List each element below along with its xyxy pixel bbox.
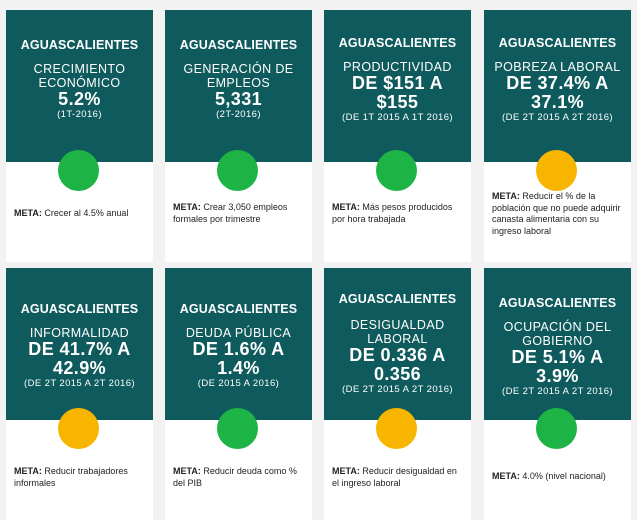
indicator-period: (De 2015 a 2016): [197, 378, 280, 389]
indicator-value: 5.2%: [58, 89, 101, 109]
indicator-card-productividad: AGUASCALIENTES PRODUCTIVIDAD DE $151 A $…: [324, 10, 471, 262]
status-green-icon: [217, 150, 258, 191]
region-name: AGUASCALIENTES: [20, 38, 139, 52]
goal-text: META: Crecer al 4.5% anual: [14, 208, 129, 218]
status-green-icon: [536, 408, 577, 449]
card-header: AGUASCALIENTES GENERACIÓN DE EMPLEOS 5,3…: [165, 10, 312, 162]
indicator-period: (1T-2016): [57, 109, 102, 120]
indicator-label: DESIGUALDAD LABORAL: [350, 318, 445, 346]
indicator-period: (De 2T 2015 a 2T 2016): [502, 386, 613, 397]
goal-text: META: Crear 3,050 empleos formales por t…: [173, 202, 288, 224]
indicator-value: DE 1.6% A 1.4%: [192, 339, 285, 378]
indicator-card-crecimiento: AGUASCALIENTES CRECIMIENTO ECONÓMICO 5.2…: [6, 10, 153, 262]
region-name: AGUASCALIENTES: [338, 36, 457, 50]
goal-text: META: Más pesos producidos por hora trab…: [332, 202, 453, 224]
goal-text: META: Reducir el % de la población que n…: [492, 191, 621, 236]
status-yellow-icon: [536, 150, 577, 191]
status-green-icon: [217, 408, 258, 449]
goal-text: META: Reducir trabajadores informales: [14, 466, 128, 488]
indicator-value: DE $151 A $155: [352, 73, 443, 112]
indicator-value: DE 0.336 A 0.356: [349, 345, 446, 384]
card-header: AGUASCALIENTES INFORMALIDAD DE 41.7% A 4…: [6, 268, 153, 420]
indicator-period: (2T-2016): [216, 109, 261, 120]
goal-text: META: 4.0% (nivel nacional): [492, 471, 606, 481]
region-name: AGUASCALIENTES: [498, 296, 617, 310]
card-header: AGUASCALIENTES DESIGUALDAD LABORAL DE 0.…: [324, 268, 471, 420]
card-header: AGUASCALIENTES POBREZA LABORAL DE 37.4% …: [484, 10, 631, 162]
indicator-label: GENERACIÓN DE EMPLEOS: [183, 62, 294, 90]
indicator-card-informalidad: AGUASCALIENTES INFORMALIDAD DE 41.7% A 4…: [6, 268, 153, 520]
indicator-card-ocupacion: AGUASCALIENTES OCUPACIÓN DEL GOBIERNO DE…: [484, 268, 631, 520]
region-name: AGUASCALIENTES: [498, 36, 617, 50]
region-name: AGUASCALIENTES: [179, 302, 298, 316]
status-yellow-icon: [376, 408, 417, 449]
indicator-card-pobreza: AGUASCALIENTES POBREZA LABORAL DE 37.4% …: [484, 10, 631, 262]
indicator-period: (De 2T 2015 a 2T 2016): [502, 112, 613, 123]
indicator-label: CRECIMIENTO ECONÓMICO: [33, 62, 126, 90]
indicator-value: DE 5.1% A 3.9%: [511, 347, 604, 386]
indicator-card-desigualdad: AGUASCALIENTES DESIGUALDAD LABORAL DE 0.…: [324, 268, 471, 520]
indicator-label: POBREZA LABORAL: [494, 60, 621, 74]
indicator-card-empleos: AGUASCALIENTES GENERACIÓN DE EMPLEOS 5,3…: [165, 10, 312, 262]
indicator-value: DE 41.7% A 42.9%: [28, 339, 131, 378]
card-header: AGUASCALIENTES DEUDA PÚBLICA DE 1.6% A 1…: [165, 268, 312, 420]
indicator-label: PRODUCTIVIDAD: [343, 60, 452, 74]
indicator-label: INFORMALIDAD: [29, 326, 130, 340]
indicator-period: (De 2T 2015 a 2T 2016): [24, 378, 135, 389]
status-green-icon: [376, 150, 417, 191]
indicator-period: (De 1T 2015 a 1T 2016): [342, 112, 453, 123]
goal-text: META: Reducir deuda como % del PIB: [173, 466, 297, 488]
indicator-card-deuda: AGUASCALIENTES DEUDA PÚBLICA DE 1.6% A 1…: [165, 268, 312, 520]
card-header: AGUASCALIENTES PRODUCTIVIDAD DE $151 A $…: [324, 10, 471, 162]
indicator-period: (De 2T 2015 a 2T 2016): [342, 384, 453, 395]
card-header: AGUASCALIENTES CRECIMIENTO ECONÓMICO 5.2…: [6, 10, 153, 162]
region-name: AGUASCALIENTES: [338, 292, 457, 306]
indicator-value: DE 37.4% A 37.1%: [506, 73, 609, 112]
indicator-label: DEUDA PÚBLICA: [185, 326, 292, 340]
status-green-icon: [58, 150, 99, 191]
region-name: AGUASCALIENTES: [179, 38, 298, 52]
goal-text: META: Reducir desigualdad en el ingreso …: [332, 466, 457, 488]
status-yellow-icon: [58, 408, 99, 449]
indicator-label: OCUPACIÓN DEL GOBIERNO: [503, 320, 612, 348]
card-header: AGUASCALIENTES OCUPACIÓN DEL GOBIERNO DE…: [484, 268, 631, 420]
region-name: AGUASCALIENTES: [20, 302, 139, 316]
indicator-value: 5,331: [214, 89, 263, 109]
